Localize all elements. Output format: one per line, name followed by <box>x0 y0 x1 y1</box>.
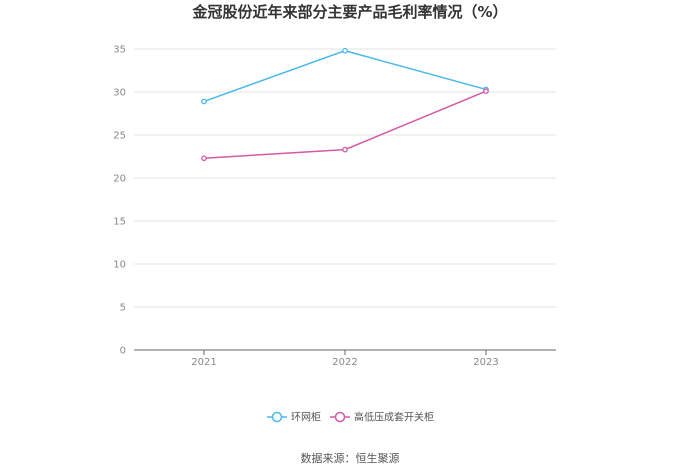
x-tick-label: 2021 <box>191 357 216 368</box>
y-tick-label: 20 <box>113 174 126 185</box>
data-point <box>483 88 489 94</box>
series-line-0 <box>203 49 487 103</box>
y-tick-label: 30 <box>113 88 126 99</box>
x-tick-label: 2022 <box>332 357 357 368</box>
series <box>201 47 489 162</box>
data-point <box>201 155 207 162</box>
data-point <box>342 47 348 54</box>
y-tick-label: 35 <box>113 45 126 56</box>
y-tick-label: 10 <box>113 260 126 271</box>
data-point <box>201 98 207 105</box>
legend-label-1: 高低压成套开关柜 <box>354 411 434 424</box>
data-point <box>342 146 348 153</box>
legend-marker-icon <box>334 411 346 423</box>
legend-marker-icon <box>271 411 283 423</box>
legend: 环网柜 高低压成套开关柜 <box>267 411 434 424</box>
x-tick-label: 2023 <box>473 357 498 368</box>
y-tick-label: 5 <box>120 303 126 314</box>
y-tick-label: 25 <box>113 131 126 142</box>
y-tick-label: 0 <box>120 346 126 357</box>
source-note: 数据来源：恒生聚源 <box>301 451 400 465</box>
chart-title: 金冠股份近年来部分主要产品毛利率情况（%） <box>191 3 507 21</box>
legend-label-0: 环网柜 <box>291 411 321 424</box>
y-tick-label: 15 <box>113 217 126 228</box>
axes: 0 5 10 15 20 25 30 35 2021 2022 2023 <box>113 45 556 368</box>
grid <box>134 48 556 308</box>
